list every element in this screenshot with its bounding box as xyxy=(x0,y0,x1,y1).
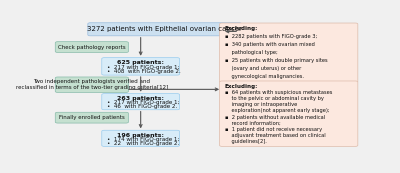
FancyBboxPatch shape xyxy=(102,130,180,146)
Text: imaging or intraoperative: imaging or intraoperative xyxy=(224,102,297,107)
Text: ▪  64 patients with suspicious metastases: ▪ 64 patients with suspicious metastases xyxy=(224,90,332,95)
FancyBboxPatch shape xyxy=(88,23,242,36)
Text: (ovary and uterus) or other: (ovary and uterus) or other xyxy=(224,66,301,71)
Text: exploration(not apparent early stage);: exploration(not apparent early stage); xyxy=(224,108,329,113)
Text: record information;: record information; xyxy=(224,121,280,126)
FancyBboxPatch shape xyxy=(220,23,358,83)
Text: to the pelvic or abdominal cavity by: to the pelvic or abdominal cavity by xyxy=(224,96,324,101)
Text: •  408  with FIGO-grade 2.: • 408 with FIGO-grade 2. xyxy=(107,69,180,74)
FancyBboxPatch shape xyxy=(55,77,128,92)
Text: 196 patients:: 196 patients: xyxy=(117,133,164,138)
FancyBboxPatch shape xyxy=(220,81,358,146)
FancyBboxPatch shape xyxy=(102,58,180,75)
Text: •  22   with FIGO-grade 2.: • 22 with FIGO-grade 2. xyxy=(107,141,179,146)
Text: ▪  340 patients with ovarian mixed: ▪ 340 patients with ovarian mixed xyxy=(224,42,314,47)
Text: ▪  2 patients without available medical: ▪ 2 patients without available medical xyxy=(224,115,325,120)
Text: Check pathology reports: Check pathology reports xyxy=(58,45,126,50)
Text: pathological type;: pathological type; xyxy=(224,50,277,55)
Text: gynecological malignancies.: gynecological malignancies. xyxy=(224,74,304,79)
Text: adjuvant treatment based on clinical: adjuvant treatment based on clinical xyxy=(224,133,325,138)
Text: ▪  2282 patients with FIGO-grade 3;: ▪ 2282 patients with FIGO-grade 3; xyxy=(224,34,317,39)
Text: Finally enrolled patients: Finally enrolled patients xyxy=(59,115,125,120)
Text: •  46  with FIGO-grade 2.: • 46 with FIGO-grade 2. xyxy=(107,104,177,109)
Text: 3272 patients with Epithelial ovarian cancer: 3272 patients with Epithelial ovarian ca… xyxy=(87,26,242,32)
FancyBboxPatch shape xyxy=(55,112,128,123)
Text: ▪  1 patient did not receive necessary: ▪ 1 patient did not receive necessary xyxy=(224,127,322,132)
Text: ▪  25 patients with double primary sites: ▪ 25 patients with double primary sites xyxy=(224,58,327,63)
Text: 625 patients:: 625 patients: xyxy=(117,60,164,65)
FancyBboxPatch shape xyxy=(55,42,128,52)
Text: guidelines[2].: guidelines[2]. xyxy=(224,139,266,144)
Text: •  217 with FIGO-grade 1;: • 217 with FIGO-grade 1; xyxy=(107,100,179,105)
Text: Excluding:: Excluding: xyxy=(224,84,258,89)
Text: 263 patients:: 263 patients: xyxy=(117,96,164,101)
Text: Two independent pathologists verified and
reclassified in terms of the two-tier : Two independent pathologists verified an… xyxy=(16,79,168,90)
Text: Excluding:: Excluding: xyxy=(224,26,258,31)
FancyBboxPatch shape xyxy=(102,94,180,110)
Text: •  217 with FIGO-grade 1;: • 217 with FIGO-grade 1; xyxy=(107,65,179,70)
Text: •  174 with FIGO-grade 1;: • 174 with FIGO-grade 1; xyxy=(107,137,179,142)
